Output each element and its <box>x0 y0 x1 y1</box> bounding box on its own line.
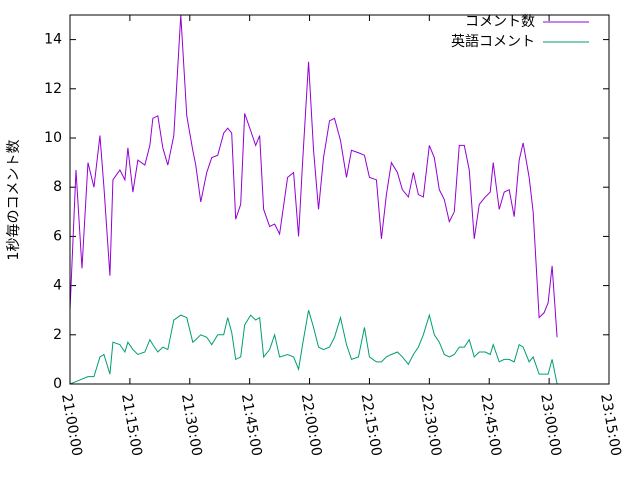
legend-label: 英語コメント <box>451 33 535 50</box>
y-tick-label: 2 <box>53 327 62 343</box>
series-line <box>69 14 558 338</box>
y-tick-label: 12 <box>44 81 62 97</box>
y-tick-label: 14 <box>44 32 62 48</box>
y-tick-label: 10 <box>44 130 62 146</box>
plot-frame <box>69 14 610 385</box>
y-tick-label: 6 <box>53 228 62 244</box>
y-tick-label: 8 <box>53 179 62 195</box>
legend-label: コメント数 <box>465 14 535 30</box>
y-axis-label: 1秒毎のコメント数 <box>6 140 22 261</box>
y-tick-label: 4 <box>53 278 62 294</box>
y-tick-label: 0 <box>53 376 62 392</box>
series-line <box>69 310 558 385</box>
